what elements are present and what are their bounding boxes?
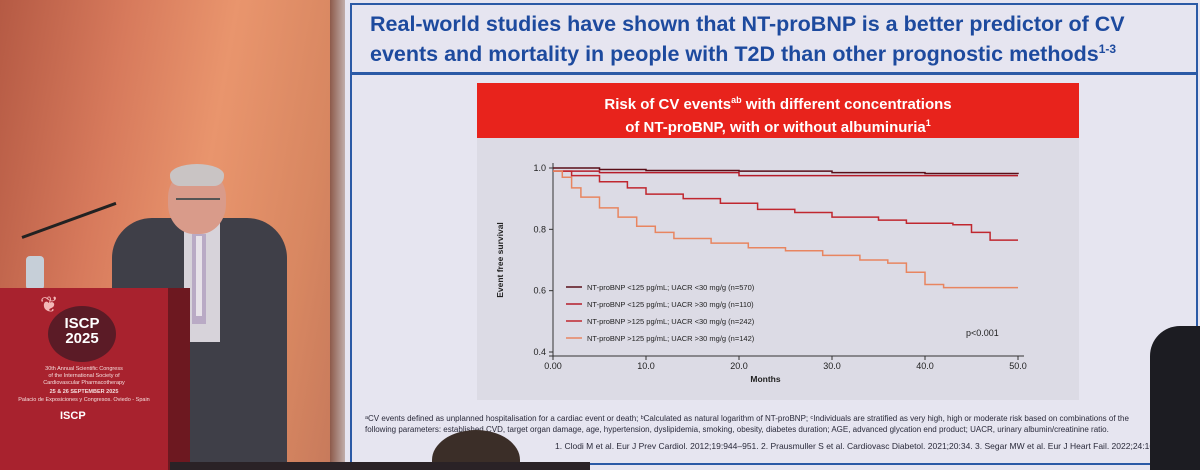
x-tick-label: 30.0 (823, 361, 841, 371)
podium-desc-3: Cardiovascular Pharmacotherapy (43, 380, 125, 386)
y-axis-label: Event free survival (495, 222, 505, 298)
podium-title: ISCP 2025 (55, 316, 109, 346)
heart-icon: ❦ (40, 292, 59, 317)
x-tick-label: 50.0 (1009, 361, 1027, 371)
y-tick-label: 0.4 (533, 347, 546, 357)
box-title-a: Risk of CV events (604, 96, 732, 113)
y-tick-label: 0.8 (533, 224, 546, 234)
podium-dates: 25 & 26 SEPTEMBER 2025 (49, 389, 119, 395)
footnote-line2: following parameters: established CVD, t… (365, 425, 1109, 434)
headline-line1: Real-world studies have shown that NT-pr… (370, 12, 1125, 36)
floor-shadow (170, 462, 590, 470)
headline-sup: 1-3 (1098, 42, 1117, 56)
box-title-b: with different concentrations (741, 96, 952, 113)
legend-label-1: NT-proBNP <125 pg/mL; UACR <30 mg/g (n=5… (587, 283, 755, 292)
legend-label-2: NT-proBNP <125 pg/mL; UACR >30 mg/g (n=1… (587, 300, 754, 309)
series-line-1 (553, 167, 1019, 175)
legend-label-3: NT-proBNP >125 pg/mL; UACR <30 mg/g (n=2… (587, 317, 755, 326)
podium-small-logo: ISCP (60, 410, 86, 422)
water-bottle (26, 256, 44, 290)
podium-venue: Palacio de Exposiciones y Congresos. Ovi… (18, 397, 150, 403)
headline-line2: events and mortality in people with T2D … (370, 42, 1099, 67)
podium-desc-2: of the International Society of (48, 373, 120, 379)
speaker-glasses (176, 198, 220, 208)
x-tick-label: 40.0 (916, 361, 934, 371)
y-tick-label: 0.6 (533, 286, 546, 296)
x-tick-label: 0.00 (544, 361, 562, 371)
lanyard (196, 236, 202, 316)
footnote-line1: ᵃCV events defined as unplanned hospital… (365, 414, 1129, 423)
legend-label-4: NT-proBNP >125 pg/mL; UACR >30 mg/g (n=1… (587, 334, 755, 343)
box-title-line2-sup: 1 (925, 118, 931, 128)
x-axis-label: Months (750, 374, 780, 384)
audience-member-right (1150, 326, 1200, 470)
chart-title-box: Risk of CV eventsab with different conce… (477, 83, 1079, 138)
speaker-hair (170, 164, 224, 186)
iscp-logo-badge (48, 306, 116, 362)
x-tick-label: 20.0 (730, 361, 748, 371)
slide-headline: Real-world studies have shown that NT-pr… (370, 12, 1200, 67)
podium-side (168, 288, 190, 470)
p-value-annotation: p<0.001 (966, 328, 999, 338)
x-tick-label: 10.0 (637, 361, 655, 371)
slide-footnote: ᵃCV events defined as unplanned hospital… (365, 413, 1200, 435)
box-title-sup: ab (731, 95, 742, 105)
slide-references: 1. Clodi M et al. Eur J Prev Cardiol. 20… (555, 441, 1169, 451)
box-title-line2: of NT-proBNP, with or without albuminuri… (625, 119, 926, 136)
series-line-3 (553, 170, 1018, 241)
slide-frame (350, 3, 1198, 465)
podium-event-year: 2025 (65, 330, 99, 347)
y-tick-label: 1.0 (533, 163, 546, 173)
series-line-4 (553, 170, 1018, 289)
podium-desc-1: 30th Annual Scientific Congress (45, 366, 123, 372)
podium-event-name: ISCP (64, 315, 100, 332)
headline-divider (352, 72, 1198, 75)
series-line-2 (553, 170, 1018, 177)
